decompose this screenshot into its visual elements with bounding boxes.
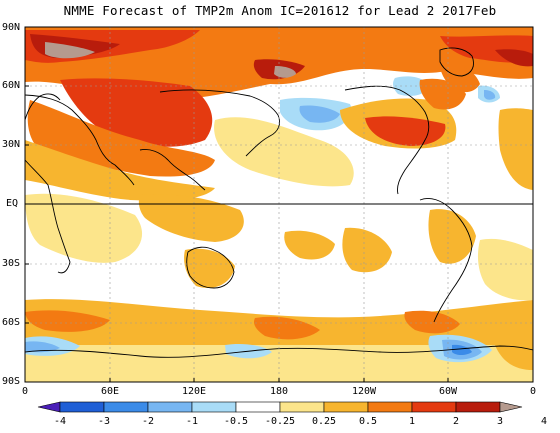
central-pacific-warm [284, 230, 335, 260]
colorbar-segment [367, 401, 413, 413]
lat-label-30s: 30S [2, 258, 21, 269]
colorbar-label: 4 [540, 416, 548, 427]
colorbar-label: 2 [452, 416, 460, 427]
colorbar-segment [147, 401, 193, 413]
colorbar-label: -0.5 [223, 416, 249, 427]
lon-label-60e: 60E [100, 386, 120, 397]
arctic-extreme-asia [45, 42, 95, 59]
colorbar-label: -1 [185, 416, 199, 427]
antarctica-cold-center-east [452, 344, 472, 355]
arctic-very-hot-atlantic [495, 49, 533, 67]
colorbar-label: 0.25 [311, 416, 337, 427]
north-atlantic-cool-core [484, 90, 496, 100]
lon-label-180: 180 [269, 386, 289, 397]
colorbar-left-arrow [37, 401, 61, 413]
colorbar-segment [323, 401, 369, 413]
coastline-africa [25, 159, 71, 274]
coastline-south-america [419, 198, 473, 323]
colorbar-label: 0.5 [358, 416, 378, 427]
lat-label-90s: 90S [2, 376, 21, 387]
lat-label-90n: 90N [2, 22, 21, 33]
colorbar-segment [279, 401, 325, 413]
lat-label-30n: 30N [2, 139, 21, 150]
colorbar-label: 3 [496, 416, 504, 427]
lat-label-60s: 60S [2, 317, 21, 328]
lat-label-eq: EQ [6, 198, 19, 209]
atlantic-warmer [440, 63, 480, 93]
southern-ocean-warmer-east [404, 310, 460, 334]
coastline-antarctica [25, 345, 533, 358]
colorbar-segment [455, 401, 501, 413]
colorbar-segment [191, 401, 237, 413]
lon-label-0-west: 0 [21, 386, 29, 397]
axis-ticks [25, 85, 449, 382]
colorbar-label: -3 [97, 416, 111, 427]
colorbar-segment [59, 401, 105, 413]
south-america-warm [428, 209, 476, 264]
arctic-extreme-pacific [274, 66, 296, 78]
east-atlantic-warm [498, 108, 533, 190]
colorbar-right-arrow [499, 401, 523, 413]
antarctica-warm-east [495, 343, 533, 370]
lon-label-60w: 60W [438, 386, 458, 397]
antarctica-cool-core-west [25, 341, 60, 353]
coastline-greenland [439, 47, 474, 77]
north-pacific-cool [299, 105, 340, 123]
eurasia-warm-belt [25, 140, 215, 201]
south-pacific-warm [342, 227, 392, 273]
colorbar-label: -2 [141, 416, 155, 427]
grid [25, 27, 533, 382]
colorbar [37, 401, 523, 413]
coastlines [25, 47, 533, 358]
lon-label-120w: 120W [351, 386, 377, 397]
coastline-eurasia [25, 89, 281, 191]
pacific-warm-light [214, 117, 354, 187]
indian-ocean-warm [25, 193, 143, 263]
coastline-europe [25, 93, 61, 121]
west-pacific-warm [138, 194, 244, 242]
colorbar-segment [103, 401, 149, 413]
colorbar-label: -0.25 [264, 416, 296, 427]
colorbar-segment [411, 401, 457, 413]
colorbar-segment [235, 401, 281, 413]
colorbar-label: -4 [53, 416, 67, 427]
anomaly-field [25, 27, 533, 382]
coastline-australia [186, 246, 235, 289]
southern-ocean-warmer-central [254, 316, 320, 340]
lat-label-60n: 60N [2, 80, 21, 91]
map-title: NMME Forecast of TMP2m Anom IC=201612 fo… [63, 3, 497, 18]
coastline-north-america [344, 85, 430, 195]
lon-label-0-east: 0 [529, 386, 537, 397]
lon-label-120e: 120E [181, 386, 207, 397]
southern-ocean-warmer-west [25, 310, 110, 332]
australia-warm [184, 248, 235, 288]
colorbar-label: 1 [408, 416, 416, 427]
eurasia-hot [60, 78, 213, 147]
south-atlantic-warm [477, 238, 533, 301]
